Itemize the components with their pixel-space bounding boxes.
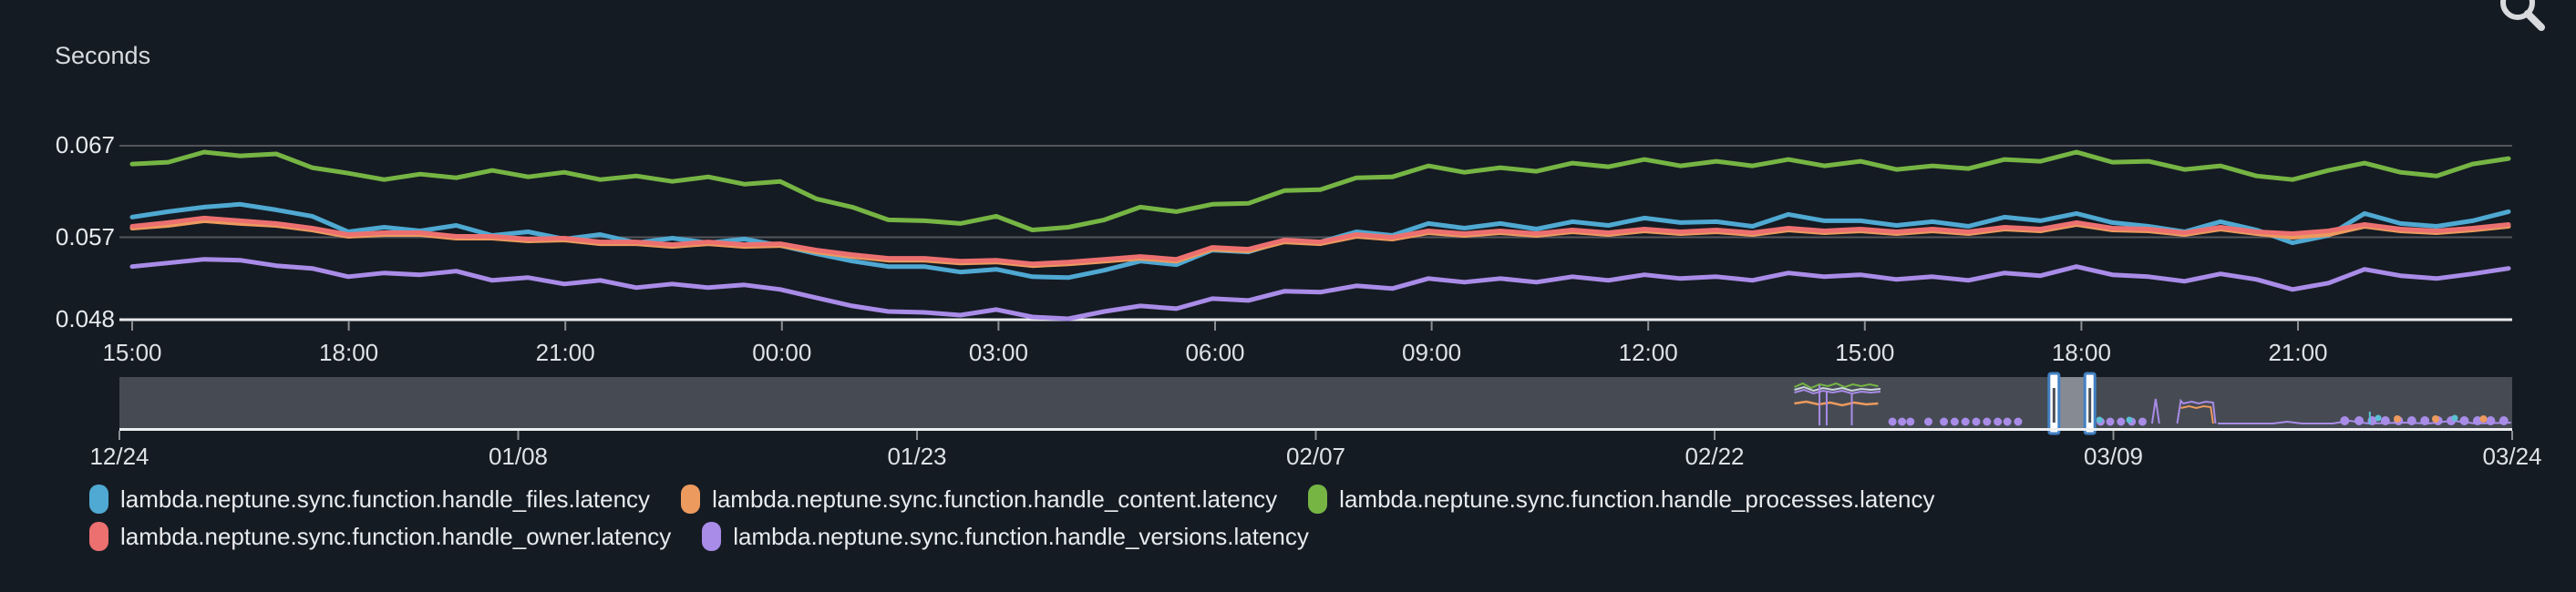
brush-date-label: 12/24 [89, 443, 149, 470]
brush-activity-dot [2354, 416, 2364, 425]
x-tick-label: 06:00 [1185, 339, 1245, 366]
brush-activity-dot [2003, 417, 2012, 426]
brush-activity-dot [2138, 417, 2147, 426]
brush-activity-dot [2394, 415, 2401, 423]
brush-activity-dot [1994, 417, 2003, 426]
legend-swatch-handle_files [89, 485, 108, 514]
legend-item-handle_processes[interactable]: lambda.neptune.sync.function.handle_proc… [1308, 484, 1935, 515]
brush-activity-dot [2406, 416, 2416, 425]
brush-activity-dot [1940, 417, 1949, 426]
series-line-handle_processes[interactable] [129, 149, 2511, 232]
brush-date-label: 02/07 [1285, 443, 1346, 470]
brush-activity-line [1794, 400, 1879, 407]
search-icon[interactable] [2490, 0, 2550, 45]
series-line-handle_owner[interactable] [129, 215, 2511, 267]
legend-label: lambda.neptune.sync.function.handle_proc… [1339, 485, 1935, 513]
brush-activity-dot [2472, 416, 2482, 425]
y-tick-label: 0.067 [55, 131, 115, 158]
brush-activity-dot [1983, 417, 1992, 426]
brush-activity-dot [1950, 417, 1959, 426]
legend-label: lambda.neptune.sync.function.handle_vers… [733, 522, 1309, 550]
brush-activity-dot [1972, 417, 1981, 426]
brush-activity-dot [2486, 416, 2496, 425]
legend-item-handle_owner[interactable]: lambda.neptune.sync.function.handle_owne… [89, 521, 671, 552]
legend-item-handle_content[interactable]: lambda.neptune.sync.function.handle_cont… [681, 484, 1277, 515]
series-line-handle_versions[interactable] [129, 257, 2511, 322]
brush-activity-dot [1898, 417, 1907, 426]
brush-activity-dot [2106, 417, 2115, 426]
legend-swatch-handle_versions [702, 522, 722, 551]
legend-item-handle_files[interactable]: lambda.neptune.sync.function.handle_file… [89, 484, 650, 515]
y-tick-label: 0.048 [55, 305, 115, 332]
legend-label: lambda.neptune.sync.function.handle_cont… [712, 485, 1278, 513]
legend-item-handle_versions[interactable]: lambda.neptune.sync.function.handle_vers… [702, 521, 1309, 552]
brush-activity-line [2150, 398, 2160, 424]
brush-activity-dot [1961, 417, 1970, 426]
brush-activity-dot [1888, 417, 1897, 426]
legend-label: lambda.neptune.sync.function.handle_file… [120, 485, 651, 513]
brush-activity-dot [2451, 414, 2458, 422]
brush-activity-dot [2340, 416, 2350, 425]
legend-swatch-handle_owner [89, 522, 108, 551]
brush-axis-line [119, 428, 2512, 431]
brush-activity-dot [2375, 414, 2382, 422]
y-tick-label: 0.057 [55, 222, 115, 250]
x-tick-label: 12:00 [1618, 339, 1678, 366]
brush-activity-dot [2479, 415, 2488, 423]
brush-activity-dot [2126, 416, 2133, 424]
x-tick-label: 03:00 [968, 339, 1028, 366]
brush-activity-dot [2432, 415, 2439, 423]
brush-activity-dot [1906, 417, 1915, 426]
brush-activity-dot [2117, 417, 2126, 426]
brush-date-label: 02/22 [1685, 443, 1745, 470]
x-tick-label: 21:00 [535, 339, 595, 366]
brush-activity-dot [2380, 416, 2390, 425]
brush-activity-dot [2459, 416, 2469, 425]
brush-activity-dot [2096, 416, 2103, 424]
brush-activity-dot [2014, 417, 2023, 426]
legend-swatch-handle_content [681, 485, 701, 514]
legend-label: lambda.neptune.sync.function.handle_owne… [120, 522, 672, 550]
brush-activity-dot [2499, 416, 2509, 425]
brush-activity-dot [2420, 416, 2430, 425]
x-tick-label: 09:00 [1402, 339, 1462, 366]
legend-swatch-handle_processes [1308, 485, 1328, 514]
x-tick-label: 18:00 [2051, 339, 2111, 366]
brush-date-label: 01/23 [887, 443, 947, 470]
x-tick-label: 21:00 [2268, 339, 2328, 366]
x-tick-label: 18:00 [319, 339, 379, 366]
brush-handle-grip [2052, 388, 2056, 423]
x-tick-label: 15:00 [1835, 339, 1895, 366]
x-tick-label: 00:00 [752, 339, 812, 366]
brush-activity-dot [1924, 417, 1932, 426]
brush-activity-line [1794, 388, 1881, 395]
brush-activity-line [2176, 398, 2217, 424]
chart-legend: lambda.neptune.sync.function.handle_file… [89, 484, 2532, 552]
y-axis-unit-label: Seconds [55, 42, 151, 69]
brush-date-label: 03/24 [2482, 443, 2542, 470]
brush-activity-line [2180, 404, 2214, 424]
brush-date-label: 01/08 [488, 443, 549, 470]
brush-handle-grip [2088, 388, 2092, 423]
brush-activity-line [1794, 382, 1879, 390]
brush-activity-line [1794, 385, 1881, 393]
brush-date-label: 03/09 [2083, 443, 2144, 470]
x-tick-label: 15:00 [102, 339, 162, 366]
